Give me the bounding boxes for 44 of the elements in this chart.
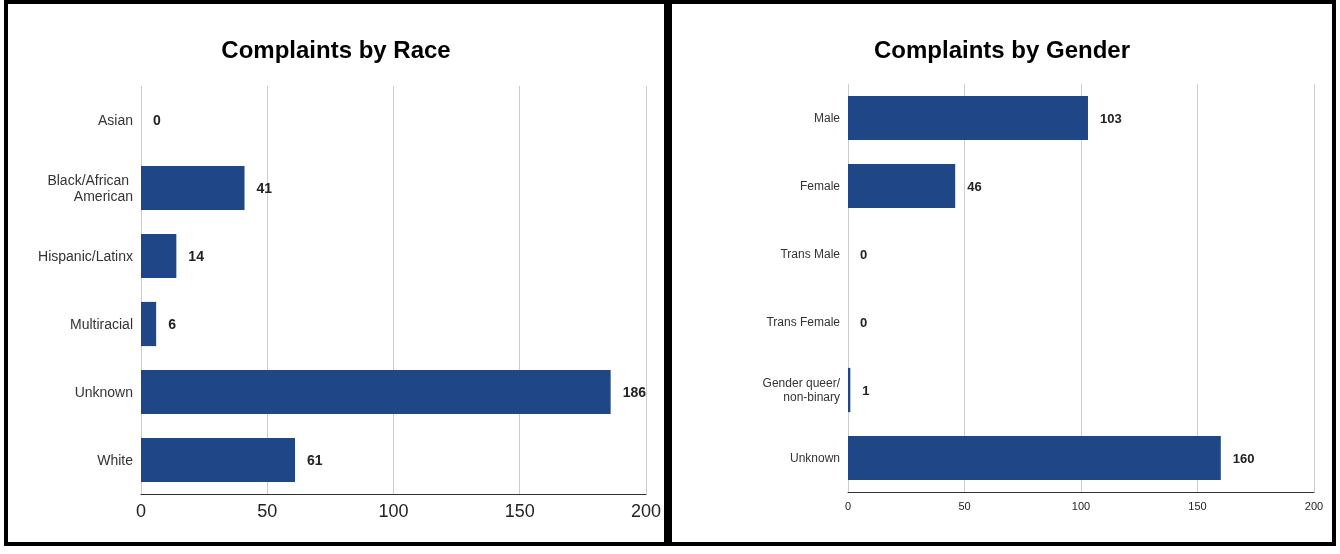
chart-title: Complaints by Race bbox=[221, 35, 451, 63]
x-tick-label: 0 bbox=[844, 499, 852, 512]
chart-title: Complaints by Gender bbox=[873, 35, 1131, 63]
data-label: 103 bbox=[1099, 110, 1122, 126]
data-label: 0 bbox=[860, 246, 868, 262]
bar bbox=[141, 301, 157, 347]
x-tick-label: 200 bbox=[1304, 499, 1324, 512]
data-label: 46 bbox=[967, 178, 982, 194]
x-tick-label: 100 bbox=[378, 501, 409, 521]
bar bbox=[141, 369, 611, 415]
y-tick-label: White bbox=[97, 452, 134, 468]
data-label: 1 bbox=[862, 382, 870, 398]
data-label: 14 bbox=[188, 248, 205, 264]
y-tick-label: Black/African American bbox=[47, 172, 133, 204]
bar bbox=[141, 233, 177, 279]
data-label: 0 bbox=[153, 112, 161, 128]
x-tick-label: 50 bbox=[257, 501, 278, 521]
y-tick-label: Trans Male bbox=[780, 247, 841, 261]
y-tick-label: Unknown bbox=[789, 451, 840, 465]
x-tick-label: 200 bbox=[630, 501, 662, 521]
data-label: 160 bbox=[1232, 450, 1255, 466]
data-label: 186 bbox=[622, 384, 647, 400]
bar bbox=[848, 435, 1221, 481]
x-tick-label: 50 bbox=[958, 499, 971, 512]
y-tick-label: Gender queer/non-binary bbox=[762, 376, 841, 404]
y-tick-label: Multiracial bbox=[69, 316, 133, 332]
data-label: 0 bbox=[860, 314, 868, 330]
x-tick-label: 150 bbox=[1188, 499, 1207, 512]
x-tick-label: 100 bbox=[1071, 499, 1091, 512]
y-tick-label: Hispanic/Latinx bbox=[38, 248, 133, 264]
x-tick-label: 150 bbox=[504, 501, 535, 521]
bar bbox=[848, 163, 956, 209]
bar bbox=[848, 95, 1088, 141]
data-label: 6 bbox=[168, 316, 177, 332]
data-label: 61 bbox=[307, 452, 323, 468]
y-tick-label: Female bbox=[799, 179, 841, 193]
x-tick-label: 0 bbox=[135, 501, 147, 521]
bar bbox=[141, 437, 296, 483]
y-tick-label: Trans Female bbox=[766, 315, 841, 329]
y-tick-label: Unknown bbox=[74, 384, 133, 400]
y-tick-label: Asian bbox=[97, 112, 133, 128]
data-label: 41 bbox=[256, 180, 273, 196]
bar bbox=[141, 165, 245, 211]
y-tick-label: Male bbox=[813, 111, 841, 125]
